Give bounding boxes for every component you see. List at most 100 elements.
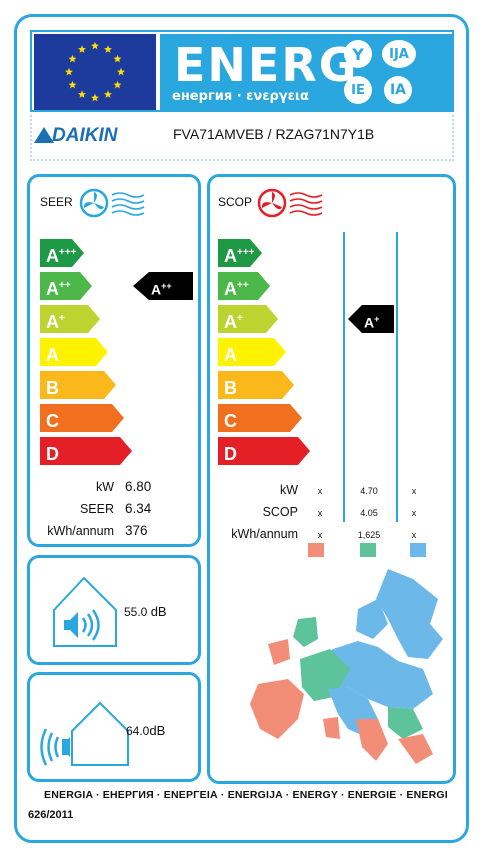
eu-star-icon bbox=[78, 90, 86, 98]
eu-star-icon bbox=[68, 80, 77, 89]
scop-class-letter: A bbox=[224, 345, 237, 365]
scop-class-letter: C bbox=[224, 411, 237, 431]
scop-class-arrow: A bbox=[218, 338, 286, 366]
seer-class-letter: C bbox=[46, 411, 59, 431]
seer-spec-annum-label: kWh/annum bbox=[47, 524, 114, 538]
climate-zone-swatch bbox=[410, 543, 426, 557]
eu-star-icon bbox=[91, 93, 99, 102]
seer-rating-letter: A bbox=[151, 281, 162, 298]
scop-class-letter: A bbox=[224, 312, 237, 332]
heating-fan-icon bbox=[257, 188, 323, 218]
scop-kw-zone1: x bbox=[317, 486, 323, 496]
seer-spec-seer-label: SEER bbox=[79, 502, 114, 516]
label-header: ENERG енергия · ενεργεια Y IJA IE IA bbox=[30, 30, 454, 112]
scop-spec-scop-label: SCOP bbox=[262, 505, 298, 519]
scop-scop-zone2: 4.05 bbox=[360, 508, 378, 518]
eu-star-icon bbox=[78, 45, 86, 53]
seer-spec-seer-value: 6.34 bbox=[125, 501, 152, 516]
scop-class-sup: +++ bbox=[237, 247, 255, 258]
eu-star-icon bbox=[117, 67, 125, 76]
energy-subtitle: енергия · ενεργεια bbox=[172, 89, 309, 104]
eu-star-icon bbox=[113, 54, 122, 63]
scop-class-arrow: A+++ bbox=[218, 239, 262, 267]
eu-flag bbox=[34, 34, 156, 110]
indoor-noise-value: 55.0 dB bbox=[124, 604, 167, 619]
seer-title: SEER bbox=[40, 195, 73, 209]
seer-class-arrow: D bbox=[40, 437, 132, 465]
energy-word: ENERG bbox=[174, 38, 359, 92]
scop-scop-zone1: x bbox=[317, 508, 323, 518]
scop-zone-divider-1 bbox=[343, 232, 345, 522]
scop-kw-zone2: 4.70 bbox=[360, 486, 378, 496]
scop-rating-sup: + bbox=[374, 314, 380, 324]
seer-class-sup: +++ bbox=[59, 247, 77, 258]
lang-code-ija: IJA bbox=[382, 40, 416, 68]
europe-climate-map bbox=[250, 569, 443, 764]
scop-spec-annum-label: kWh/annum bbox=[231, 527, 298, 541]
seer-class-letter: B bbox=[46, 378, 59, 398]
scop-class-letter: A bbox=[224, 246, 237, 266]
outdoor-noise-panel: 64.0dB bbox=[27, 672, 201, 782]
daikin-logo-icon bbox=[34, 127, 54, 143]
outdoor-noise-value: 64.0dB bbox=[126, 723, 166, 738]
model-number: FVA71AMVEB / RZAG71N7Y1B bbox=[173, 126, 375, 142]
seer-class-arrow: A++ bbox=[40, 272, 92, 300]
eu-star-icon bbox=[104, 90, 112, 98]
outdoor-unit-speaker-icon bbox=[40, 701, 129, 766]
scop-class-arrow: A++ bbox=[218, 272, 270, 300]
scop-class-sup: + bbox=[237, 313, 243, 324]
scop-spec-kw-label: kW bbox=[279, 483, 298, 497]
scop-annum-zone1: x bbox=[317, 530, 323, 540]
scop-class-letter: D bbox=[224, 444, 237, 464]
eu-star-icon bbox=[113, 80, 122, 89]
scop-annum-zone3: x bbox=[411, 530, 417, 540]
seer-spec-kw-label: kW bbox=[95, 480, 114, 494]
scop-rating-pointer: A+ bbox=[348, 305, 394, 333]
scop-class-arrow: A+ bbox=[218, 305, 278, 333]
scop-class-arrow: C bbox=[218, 404, 302, 432]
seer-class-letter: A bbox=[46, 279, 59, 299]
footer-energy-words: ENERGIA · ЕНЕРГИЯ · ΕΝΕΡΓΕΙΑ · ENERGIJA … bbox=[44, 789, 448, 801]
energy-banner: ENERG енергия · ενεργεια Y IJA IE IA bbox=[160, 34, 452, 110]
eu-star-icon bbox=[91, 41, 99, 50]
brand-row: DAIKIN FVA71AMVEB / RZAG71N7Y1B bbox=[30, 115, 454, 161]
lang-code-y: Y bbox=[344, 40, 372, 68]
scop-class-arrow: B bbox=[218, 371, 294, 399]
seer-rating-pointer: A++ bbox=[133, 272, 193, 300]
scop-panel: SCOP A+++ A++ A+ A B C D A+ kW x 4.70 x SCOP x… bbox=[207, 174, 456, 784]
eu-stars-icon bbox=[65, 41, 125, 102]
regulation-number: 626/2011 bbox=[28, 809, 74, 821]
seer-spec-annum-value: 376 bbox=[125, 523, 148, 538]
scop-class-letter: B bbox=[224, 378, 237, 398]
seer-spec-kw-value: 6.80 bbox=[125, 479, 152, 494]
climate-zone-swatch bbox=[308, 543, 324, 557]
seer-panel: SEER A+++ A++ A+ A B C D A++ kW 6.80 SEER 6.34… bbox=[27, 174, 201, 547]
climate-zone-swatch bbox=[360, 543, 376, 557]
brand-name: DAIKIN bbox=[52, 125, 118, 146]
cooling-fan-icon bbox=[79, 188, 145, 218]
eu-star-icon bbox=[68, 54, 77, 63]
scop-class-arrow: D bbox=[218, 437, 310, 465]
seer-class-letter: A bbox=[46, 246, 59, 266]
scop-rating-letter: A bbox=[364, 314, 375, 331]
seer-class-sup: ++ bbox=[59, 280, 71, 291]
scop-title: SCOP bbox=[218, 195, 253, 209]
seer-class-letter: A bbox=[46, 345, 59, 365]
seer-class-letter: D bbox=[46, 444, 59, 464]
lang-code-ie: IE bbox=[344, 76, 372, 104]
eu-star-icon bbox=[65, 67, 73, 76]
seer-class-arrow: B bbox=[40, 371, 116, 399]
seer-class-letter: A bbox=[46, 312, 59, 332]
seer-rating-sup: ++ bbox=[161, 281, 172, 291]
lang-code-ia: IA bbox=[384, 76, 412, 104]
scop-kw-zone3: x bbox=[411, 486, 417, 496]
eu-star-icon bbox=[104, 45, 112, 53]
seer-class-arrow: A+ bbox=[40, 305, 100, 333]
scop-zone-divider-2 bbox=[396, 232, 398, 522]
indoor-unit-speaker-icon bbox=[53, 576, 117, 647]
seer-class-arrow: C bbox=[40, 404, 124, 432]
seer-class-arrow: A bbox=[40, 338, 108, 366]
scop-scop-zone3: x bbox=[411, 508, 417, 518]
scop-class-sup: ++ bbox=[237, 280, 249, 291]
scop-class-letter: A bbox=[224, 279, 237, 299]
